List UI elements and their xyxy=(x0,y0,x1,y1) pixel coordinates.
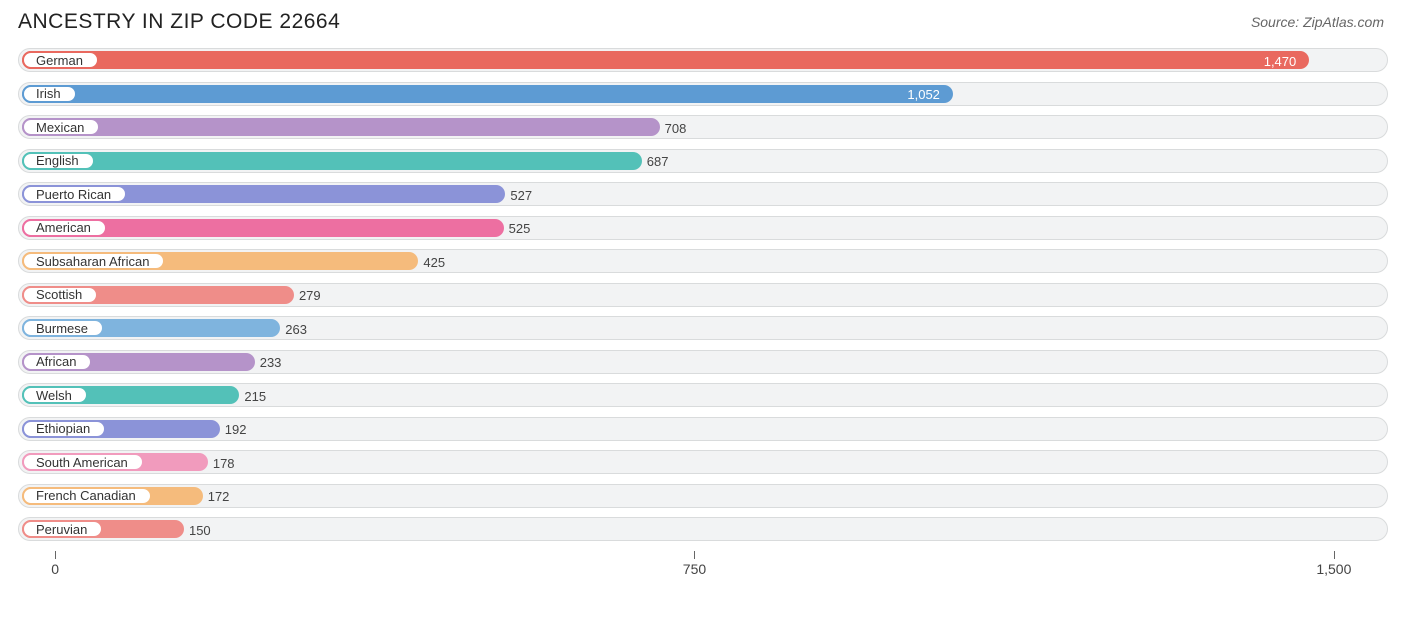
bar-track: 178 South American xyxy=(18,450,1388,474)
bar-label-chip: Subsaharan African xyxy=(22,252,165,270)
bar-label-chip: African xyxy=(22,353,92,371)
bar-label-chip: Mexican xyxy=(22,118,100,136)
bar-label-chip: South American xyxy=(22,453,144,471)
x-tick-label: 1,500 xyxy=(1316,561,1351,577)
bar-value-label: 192 xyxy=(217,418,247,442)
bar-track: 263 Burmese xyxy=(18,316,1388,340)
bar-label-chip: German xyxy=(22,51,99,69)
chart-area: 1,470German 1,052Irish 708 Mexican 687 Englis… xyxy=(0,40,1406,541)
x-tick-label: 0 xyxy=(51,561,59,577)
bar-track: 233 African xyxy=(18,350,1388,374)
chart-header: ANCESTRY IN ZIP CODE 22664 Source: ZipAt… xyxy=(0,0,1406,40)
bar-track: 192 Ethiopian xyxy=(18,417,1388,441)
bar-value-label: 527 xyxy=(502,183,532,207)
bar-value-label: 425 xyxy=(415,250,445,274)
x-tick xyxy=(1334,551,1335,559)
bar-value-label: 178 xyxy=(205,451,235,475)
bar-label-chip: Burmese xyxy=(22,319,104,337)
bar-value-label: 172 xyxy=(200,485,230,509)
bar-track: 527 Puerto Rican xyxy=(18,182,1388,206)
x-tick-label: 750 xyxy=(683,561,706,577)
bar-track: 172 French Canadian xyxy=(18,484,1388,508)
bar-track: 1,470German xyxy=(18,48,1388,72)
bar-track: 687 English xyxy=(18,149,1388,173)
bar-label-chip: American xyxy=(22,219,107,237)
bar-track: 708 Mexican xyxy=(18,115,1388,139)
bar-label-chip: Irish xyxy=(22,85,77,103)
bar-label-chip: Puerto Rican xyxy=(22,185,127,203)
bar-label-chip: Welsh xyxy=(22,386,88,404)
bar-track: 525 American xyxy=(18,216,1388,240)
bar-fill xyxy=(22,118,660,136)
bar-track: 215 Welsh xyxy=(18,383,1388,407)
chart-source: Source: ZipAtlas.com xyxy=(1251,14,1384,30)
bar-fill xyxy=(22,152,642,170)
bar-track: 279 Scottish xyxy=(18,283,1388,307)
bar-value-label: 525 xyxy=(501,217,531,241)
bar-track: 1,052Irish xyxy=(18,82,1388,106)
bar-track: 150 Peruvian xyxy=(18,517,1388,541)
bar-value-label: 263 xyxy=(277,317,307,341)
bar-value-label: 1,052 xyxy=(19,83,950,107)
bar-track: 425 Subsaharan African xyxy=(18,249,1388,273)
bar-label-chip: English xyxy=(22,152,95,170)
bar-value-label: 215 xyxy=(236,384,266,408)
bar-value-label: 233 xyxy=(252,351,282,375)
bar-label-chip: Peruvian xyxy=(22,520,103,538)
x-axis: 0 750 1,500 xyxy=(18,551,1388,581)
bar-value-label: 687 xyxy=(639,150,669,174)
bar-value-label: 1,470 xyxy=(19,49,1306,73)
bar-value-label: 279 xyxy=(291,284,321,308)
bar-value-label: 150 xyxy=(181,518,211,542)
x-tick xyxy=(694,551,695,559)
x-tick xyxy=(55,551,56,559)
bar-label-chip: Scottish xyxy=(22,286,98,304)
bar-value-label: 708 xyxy=(657,116,687,140)
bar-label-chip: French Canadian xyxy=(22,487,152,505)
chart-title: ANCESTRY IN ZIP CODE 22664 xyxy=(18,10,340,34)
bar-label-chip: Ethiopian xyxy=(22,420,106,438)
